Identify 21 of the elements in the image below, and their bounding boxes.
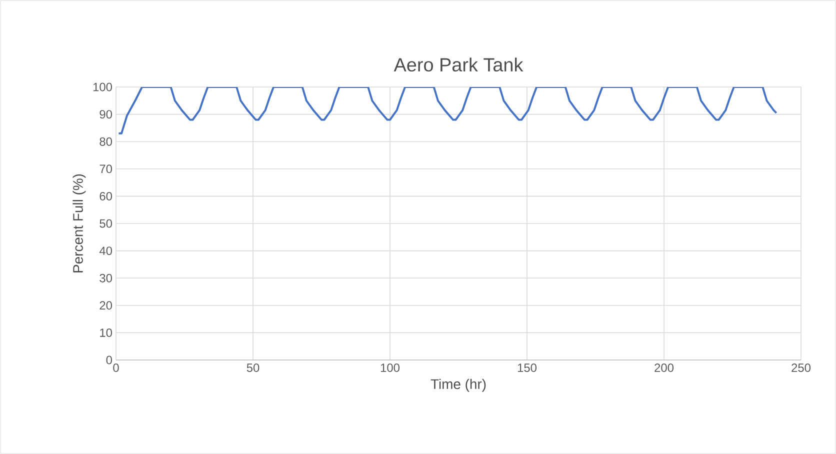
y-tick-label: 0 xyxy=(106,356,112,364)
y-tick-label: 30 xyxy=(100,274,112,282)
y-tick-label: 60 xyxy=(100,192,112,200)
y-tick-label: 10 xyxy=(100,328,112,337)
y-tick-label: 20 xyxy=(100,301,112,310)
y-tick-label: 100 xyxy=(93,82,112,92)
x-tick-label: 100 xyxy=(380,364,400,372)
y-axis-title: Percent Full (%) xyxy=(72,174,86,272)
x-tick-label: 50 xyxy=(246,364,260,372)
chart-title: Aero Park Tank xyxy=(394,58,524,72)
x-tick-label: 250 xyxy=(792,364,811,372)
y-tick-label: 50 xyxy=(100,219,112,228)
y-tick-label: 40 xyxy=(99,246,112,256)
line-series xyxy=(118,86,778,134)
x-tick-label: 0 xyxy=(113,364,119,372)
x-tick-label: 150 xyxy=(518,364,537,372)
y-tick-label: 70 xyxy=(100,164,112,174)
y-tick-label: 90 xyxy=(100,110,112,119)
y-tick-label: 80 xyxy=(100,137,112,146)
x-tick-label: 200 xyxy=(654,364,674,372)
x-axis-title: Time (hr) xyxy=(430,378,486,392)
